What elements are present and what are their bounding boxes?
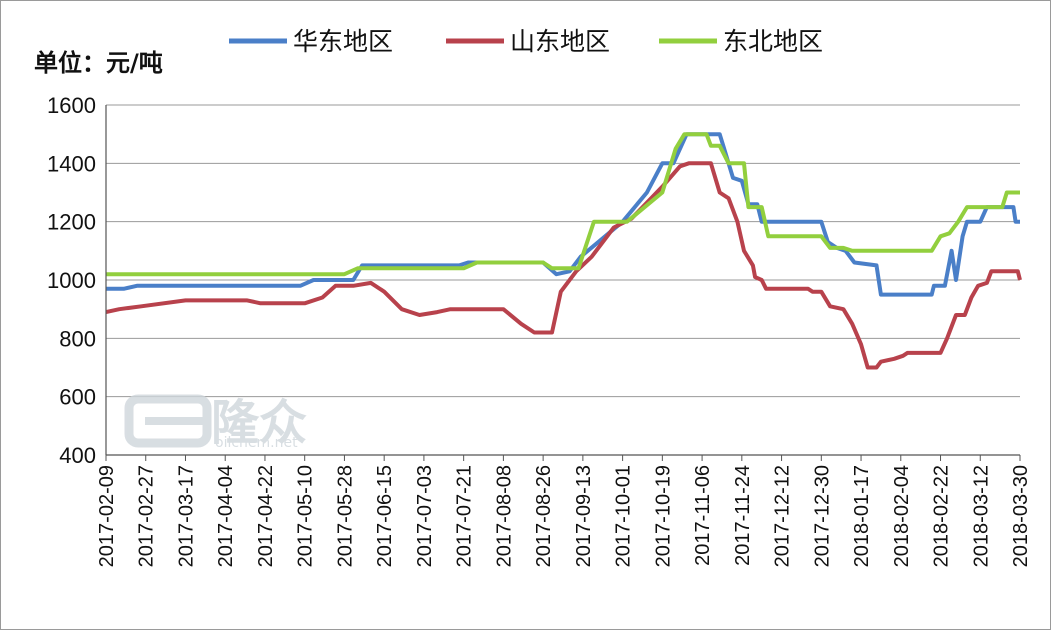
x-tick-label: 2018-03-30 (1010, 465, 1032, 567)
x-tick-label: 2018-01-17 (851, 465, 873, 567)
y-tick-label: 1200 (47, 210, 96, 235)
x-tick-label: 2017-12-30 (811, 465, 833, 567)
series-line-3 (106, 132, 1020, 277)
y-tick-label: 600 (59, 385, 96, 410)
x-tick-label: 2017-05-28 (334, 465, 356, 567)
x-tick-label: 2018-02-04 (891, 465, 913, 567)
x-tick-label: 2017-02-27 (136, 465, 158, 567)
x-tick-label: 2017-08-26 (533, 465, 555, 567)
legend-label: 山东地区 (510, 27, 610, 56)
x-tick-label: 2017-10-01 (613, 465, 635, 567)
series-line-1 (106, 132, 1020, 297)
x-tick-label: 2017-09-13 (573, 465, 595, 567)
x-tick-label: 2017-03-17 (175, 465, 197, 567)
y-tick-label: 1400 (47, 151, 96, 176)
legend: 华东地区 山东地区 东北地区 (229, 27, 823, 56)
x-tick-label: 2017-10-19 (652, 465, 674, 567)
x-tick-label: 2017-07-03 (414, 465, 436, 567)
x-tick-label: 2017-11-06 (692, 465, 714, 566)
x-tick-label: 2017-04-22 (255, 465, 277, 567)
x-tick-label: 2017-04-04 (215, 465, 237, 567)
legend-label: 东北地区 (723, 27, 823, 56)
y-tick-label: 1600 (47, 93, 96, 118)
x-tick-label: 2017-05-10 (295, 465, 317, 567)
watermark-brand: 隆众 (211, 395, 307, 451)
watermark-site: oilchem.net (215, 435, 298, 451)
x-tick-label: 2017-07-21 (454, 465, 476, 567)
x-tick-label: 2017-11-24 (732, 465, 754, 566)
y-tick-label: 800 (59, 326, 96, 351)
x-tick-label: 2017-02-09 (96, 465, 118, 567)
watermark-logo-icon (124, 394, 212, 448)
gridlines (106, 104, 1020, 398)
x-tick-label: 2017-12-12 (772, 465, 794, 567)
series-lines (105, 132, 1022, 370)
y-tick-label: 400 (59, 443, 96, 468)
y-tick-label: 1000 (47, 268, 96, 293)
y-axis-ticks: 400 600 800 1000 1200 1400 1600 (47, 93, 96, 468)
x-tick-label: 2017-06-15 (374, 465, 396, 567)
x-tick-label: 2017-08-08 (493, 465, 515, 567)
series-line-2 (105, 161, 1022, 370)
x-tick-label: 2018-02-22 (931, 465, 953, 567)
x-axis-ticks: 2017-02-09 2017-02-27 2017-03-17 2017-04-04… (96, 455, 1032, 567)
watermark: 隆众 oilchem.net (124, 394, 307, 451)
unit-label: 单位：元/吨 (34, 49, 163, 77)
x-tick-label: 2018-03-12 (970, 465, 992, 567)
legend-label: 华东地区 (293, 27, 393, 56)
